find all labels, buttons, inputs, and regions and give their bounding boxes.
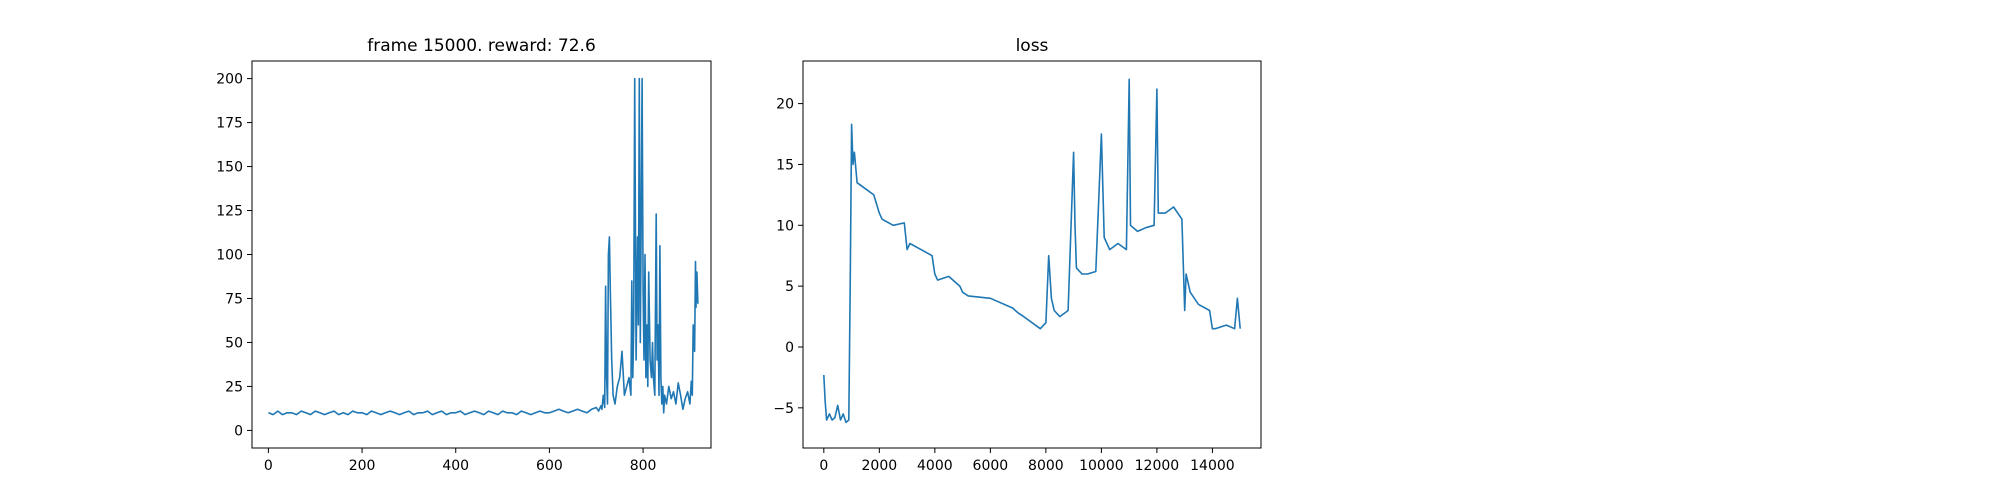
loss-y-tick-label: 15 [776,157,794,173]
loss-series-line-0 [823,78,1241,424]
reward-y-tick-label: 25 [225,379,243,395]
reward-y-tick-label: 125 [216,204,243,220]
loss-x-tick-label: 2000 [862,458,898,474]
reward-y-tick-label: 100 [216,248,243,264]
loss-x-tick-label: 8000 [1028,458,1064,474]
loss-x-tick-label: 14000 [1190,458,1235,474]
reward-x-tick-label: 200 [349,458,376,474]
loss-plot-area: 0 2000 4000 6000 8000 10000 12000 14000 −5 0 5 10 15… [773,60,1262,474]
loss-x-tick-label: 0 [819,458,828,474]
reward-y-tick-label: 50 [225,335,243,351]
loss-y-tick-label: 0 [785,340,794,356]
reward-y-tick-label: 150 [216,160,243,176]
reward-y-tick-label: 200 [216,72,243,88]
reward-y-tick-label: 0 [234,423,243,439]
reward-x-tick-label: 600 [536,458,563,474]
loss-y-tick-label: 10 [776,218,794,234]
loss-x-tick-label: 12000 [1135,458,1180,474]
reward-series-line-0 [268,77,699,416]
reward-x-tick-label: 800 [630,458,657,474]
reward-x-tick-label: 0 [264,458,273,474]
reward-y-tick-label: 175 [216,116,243,132]
loss-chart: loss 0 2000 4000 6000 8000 10000 12000 14000−50… [773,36,1262,474]
loss-chart-title: loss [1016,36,1049,56]
reward-x-tick-label: 400 [442,458,469,474]
loss-x-tick-label: 6000 [973,458,1009,474]
reward-plot-area: 0 200 400 600 800 0 25 50 75 100 125 150 175 200 [216,60,712,474]
loss-x-tick-label: 4000 [917,458,953,474]
loss-y-tick-label: −5 [773,401,794,417]
reward-chart: frame 15000. reward: 72.6 0 200 400 600 8000… [216,36,712,474]
loss-axes-frame [802,60,1262,449]
loss-x-tick-label: 10000 [1079,458,1124,474]
loss-y-tick-label: 5 [785,279,794,295]
reward-chart-title: frame 15000. reward: 72.6 [367,36,596,56]
loss-y-tick-label: 20 [776,97,794,113]
reward-y-tick-label: 75 [225,291,243,307]
